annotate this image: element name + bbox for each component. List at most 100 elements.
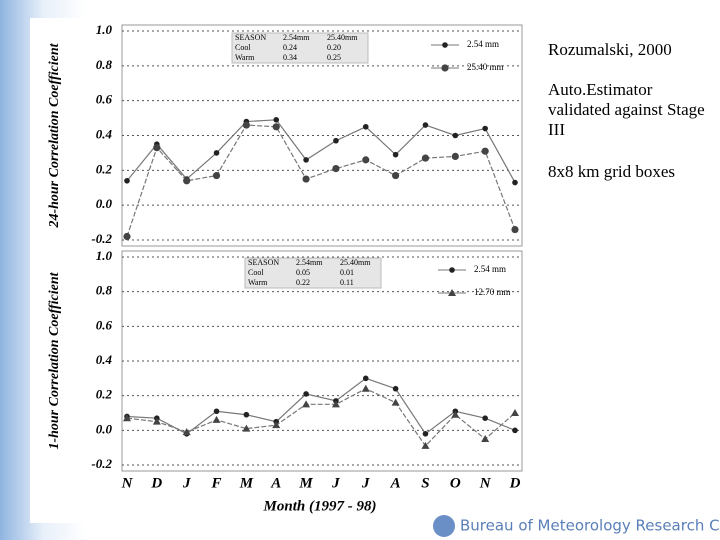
table-cell: 0.20 [327, 43, 341, 52]
x-tick-label: N [479, 475, 492, 491]
point [362, 156, 370, 164]
table-cell: 2.54mm [283, 33, 310, 42]
point [212, 171, 221, 180]
point [182, 428, 191, 436]
stats-table [244, 257, 382, 289]
point [451, 410, 460, 418]
x-tick-label: M [298, 475, 313, 491]
x-tick-label: J [361, 475, 370, 491]
legend-label: 12.70 mm [474, 287, 511, 297]
y-axis-title: 24-hour Correlation Coefficient [47, 42, 62, 228]
x-tick-label: A [390, 475, 401, 491]
legend-marker [441, 64, 449, 72]
point [302, 175, 310, 183]
point [333, 137, 339, 144]
point [392, 151, 399, 158]
y-axis-title: 1-hour Correlation Coefficient [47, 271, 62, 449]
x-tick-label: F [211, 475, 222, 491]
legend-label: 2.54 mm [467, 39, 499, 49]
y-tick-label: 0.6 [96, 92, 113, 107]
point [392, 171, 400, 180]
point [362, 123, 369, 130]
point [272, 123, 280, 131]
note: Rozumalski, 2000 [548, 40, 672, 59]
y-tick-label: 0.6 [96, 317, 113, 332]
y-tick-label: 1.0 [96, 22, 113, 37]
point [511, 409, 519, 416]
x-tick-label: J [331, 475, 340, 491]
legend-marker [442, 42, 448, 48]
logo [433, 515, 455, 537]
point [512, 427, 518, 434]
point [512, 179, 518, 186]
point [421, 441, 430, 449]
point [302, 400, 311, 408]
table-cell: 25.40mm [327, 33, 358, 42]
table-cell: Warm [248, 278, 268, 287]
table-cell: 25.40mm [340, 258, 371, 267]
x-tick-label: D [150, 475, 162, 491]
point [242, 121, 250, 129]
table-cell: Cool [235, 43, 251, 52]
point [213, 150, 220, 156]
x-tick-label: J [182, 475, 191, 491]
y-tick-label: 0.8 [96, 283, 113, 298]
point [482, 415, 488, 422]
x-axis-title: Month (1997 - 98) [263, 498, 377, 514]
point [242, 424, 251, 432]
point [482, 125, 488, 132]
point [331, 400, 340, 408]
x-tick-label: O [450, 475, 461, 491]
point [451, 152, 459, 160]
table-cell: 0.22 [296, 278, 310, 287]
y-tick-label: 0.8 [96, 57, 113, 72]
point [332, 164, 340, 173]
point [303, 157, 309, 163]
point [448, 289, 456, 296]
table-cell: SEASON [248, 258, 279, 267]
point [392, 385, 399, 392]
point [421, 154, 430, 162]
series-line [126, 388, 516, 447]
y-tick-label: 0.4 [96, 352, 113, 367]
point [391, 398, 400, 406]
table-cell: 0.34 [283, 53, 297, 62]
y-tick-label: 0.4 [96, 126, 113, 141]
point [272, 421, 281, 429]
note: 8x8 km grid boxes [548, 162, 676, 181]
table-cell: Warm [235, 53, 255, 62]
table-cell: SEASON [235, 33, 266, 42]
table-cell: 0.01 [340, 268, 354, 277]
y-tick-label: 1.0 [96, 248, 113, 263]
point [422, 431, 429, 437]
point [123, 232, 131, 241]
point [124, 177, 130, 184]
point [213, 408, 220, 415]
legend-label: 25.40 mm [467, 62, 504, 72]
point [243, 411, 250, 418]
point [183, 177, 191, 185]
point [481, 147, 489, 155]
point [452, 132, 459, 139]
point [511, 225, 519, 234]
table-cell: 0.11 [340, 278, 354, 287]
y-tick-label: -0.2 [91, 231, 112, 246]
legend-marker [449, 267, 455, 273]
point [152, 417, 161, 425]
x-tick-label: M [239, 475, 254, 491]
note: Auto.Estimator validated against Stage I… [548, 80, 705, 139]
legend-label: 2.54 mm [474, 264, 506, 274]
series-line [126, 119, 516, 183]
point [362, 375, 369, 382]
table-cell: 2.54mm [296, 258, 323, 267]
y-tick-label: 0.2 [96, 161, 113, 176]
x-tick-label: N [121, 475, 134, 491]
point [361, 384, 370, 392]
x-tick-label: S [421, 475, 429, 491]
x-tick-label: A [270, 475, 281, 491]
table-cell: 0.25 [327, 53, 341, 62]
footer: Bureau of Meteorology Research Centre [460, 517, 720, 535]
point [481, 435, 490, 442]
